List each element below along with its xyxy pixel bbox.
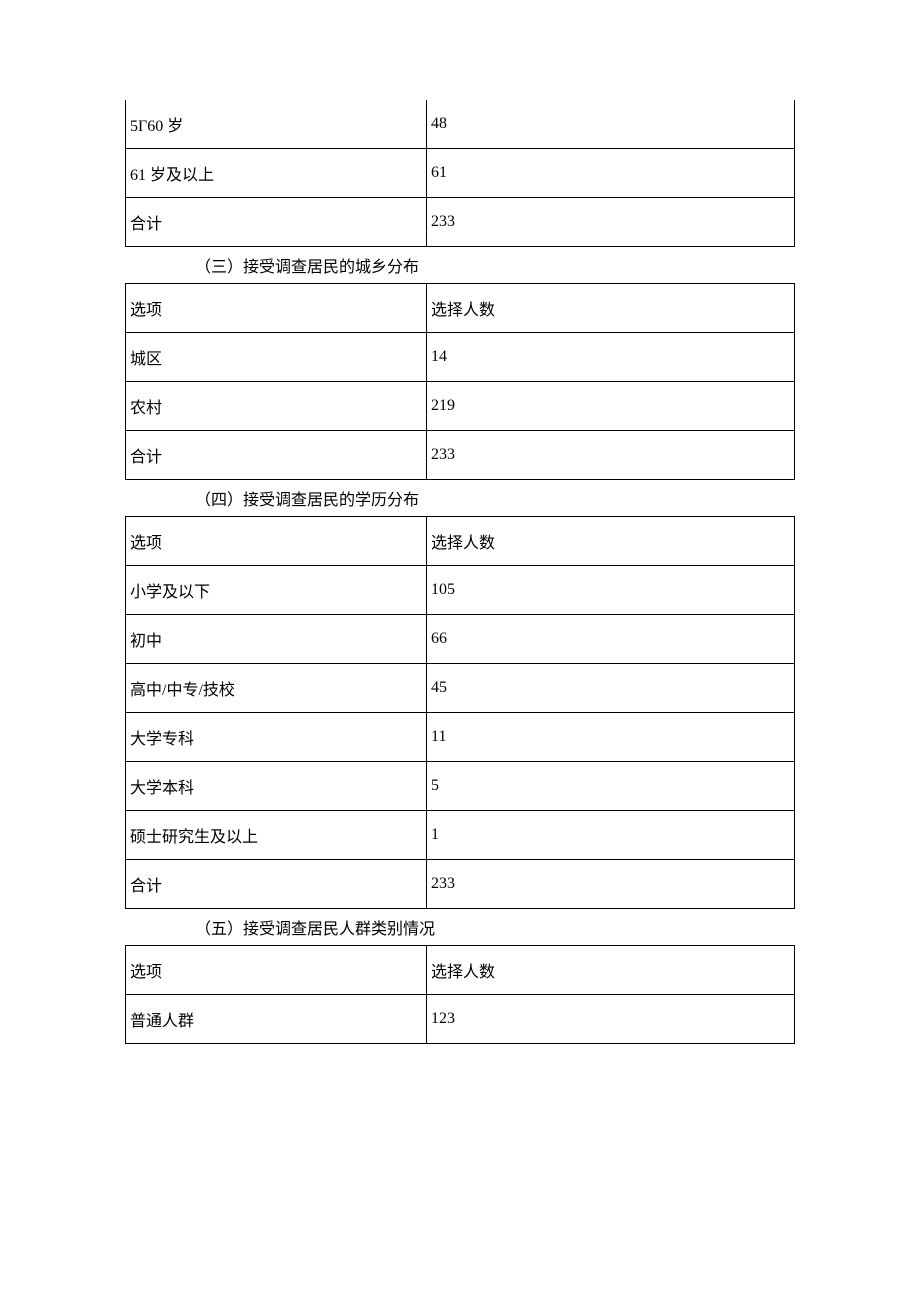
section-heading-3: （三）接受调查居民的城乡分布 xyxy=(125,247,795,283)
age-distribution-table-partial: 5Γ60 岁 48 61 岁及以上 61 合计 233 xyxy=(125,100,795,247)
cell-label: 选项 xyxy=(126,517,427,566)
cell-value: 11 xyxy=(427,713,795,762)
cell-value: 45 xyxy=(427,664,795,713)
cell-value: 5 xyxy=(427,762,795,811)
urban-rural-distribution-table: 选项 选择人数 城区 14 农村 219 合计 233 xyxy=(125,283,795,480)
table-row: 农村 219 xyxy=(126,382,795,431)
table-row: 选项 选择人数 xyxy=(126,946,795,995)
cell-label: 61 岁及以上 xyxy=(126,149,427,198)
table-row: 大学本科 5 xyxy=(126,762,795,811)
cell-value: 105 xyxy=(427,566,795,615)
table-row: 合计 233 xyxy=(126,431,795,480)
cell-value: 选择人数 xyxy=(427,284,795,333)
cell-label: 初中 xyxy=(126,615,427,664)
table-row: 选项 选择人数 xyxy=(126,284,795,333)
table-row: 高中/中专/技校 45 xyxy=(126,664,795,713)
cell-value: 123 xyxy=(427,995,795,1044)
table-row: 合计 233 xyxy=(126,860,795,909)
cell-value: 66 xyxy=(427,615,795,664)
cell-value: 233 xyxy=(427,431,795,480)
cell-label: 高中/中专/技校 xyxy=(126,664,427,713)
cell-label: 合计 xyxy=(126,198,427,247)
cell-label: 合计 xyxy=(126,860,427,909)
table-row: 小学及以下 105 xyxy=(126,566,795,615)
cell-value: 61 xyxy=(427,149,795,198)
table-row: 城区 14 xyxy=(126,333,795,382)
cell-label: 硕士研究生及以上 xyxy=(126,811,427,860)
table-row: 61 岁及以上 61 xyxy=(126,149,795,198)
cell-value: 14 xyxy=(427,333,795,382)
table-row: 初中 66 xyxy=(126,615,795,664)
section-heading-4: （四）接受调查居民的学历分布 xyxy=(125,480,795,516)
table-row: 5Γ60 岁 48 xyxy=(126,100,795,149)
cell-label: 选项 xyxy=(126,284,427,333)
population-category-table: 选项 选择人数 普通人群 123 xyxy=(125,945,795,1044)
cell-value: 233 xyxy=(427,860,795,909)
cell-label: 5Γ60 岁 xyxy=(126,100,427,149)
cell-label: 普通人群 xyxy=(126,995,427,1044)
cell-value: 233 xyxy=(427,198,795,247)
table-row: 硕士研究生及以上 1 xyxy=(126,811,795,860)
education-distribution-table: 选项 选择人数 小学及以下 105 初中 66 高中/中专/技校 45 大学专科… xyxy=(125,516,795,909)
table-row: 选项 选择人数 xyxy=(126,517,795,566)
cell-value: 219 xyxy=(427,382,795,431)
cell-label: 大学专科 xyxy=(126,713,427,762)
section-heading-5: （五）接受调查居民人群类别情况 xyxy=(125,909,795,945)
cell-label: 大学本科 xyxy=(126,762,427,811)
cell-label: 选项 xyxy=(126,946,427,995)
table-row: 大学专科 11 xyxy=(126,713,795,762)
document-content: 5Γ60 岁 48 61 岁及以上 61 合计 233 （三）接受调查居民的城乡… xyxy=(125,100,795,1044)
cell-value: 选择人数 xyxy=(427,946,795,995)
cell-value: 1 xyxy=(427,811,795,860)
table-row: 普通人群 123 xyxy=(126,995,795,1044)
cell-value: 选择人数 xyxy=(427,517,795,566)
cell-label: 小学及以下 xyxy=(126,566,427,615)
table-row: 合计 233 xyxy=(126,198,795,247)
cell-value: 48 xyxy=(427,100,795,149)
cell-label: 合计 xyxy=(126,431,427,480)
cell-label: 城区 xyxy=(126,333,427,382)
cell-label: 农村 xyxy=(126,382,427,431)
